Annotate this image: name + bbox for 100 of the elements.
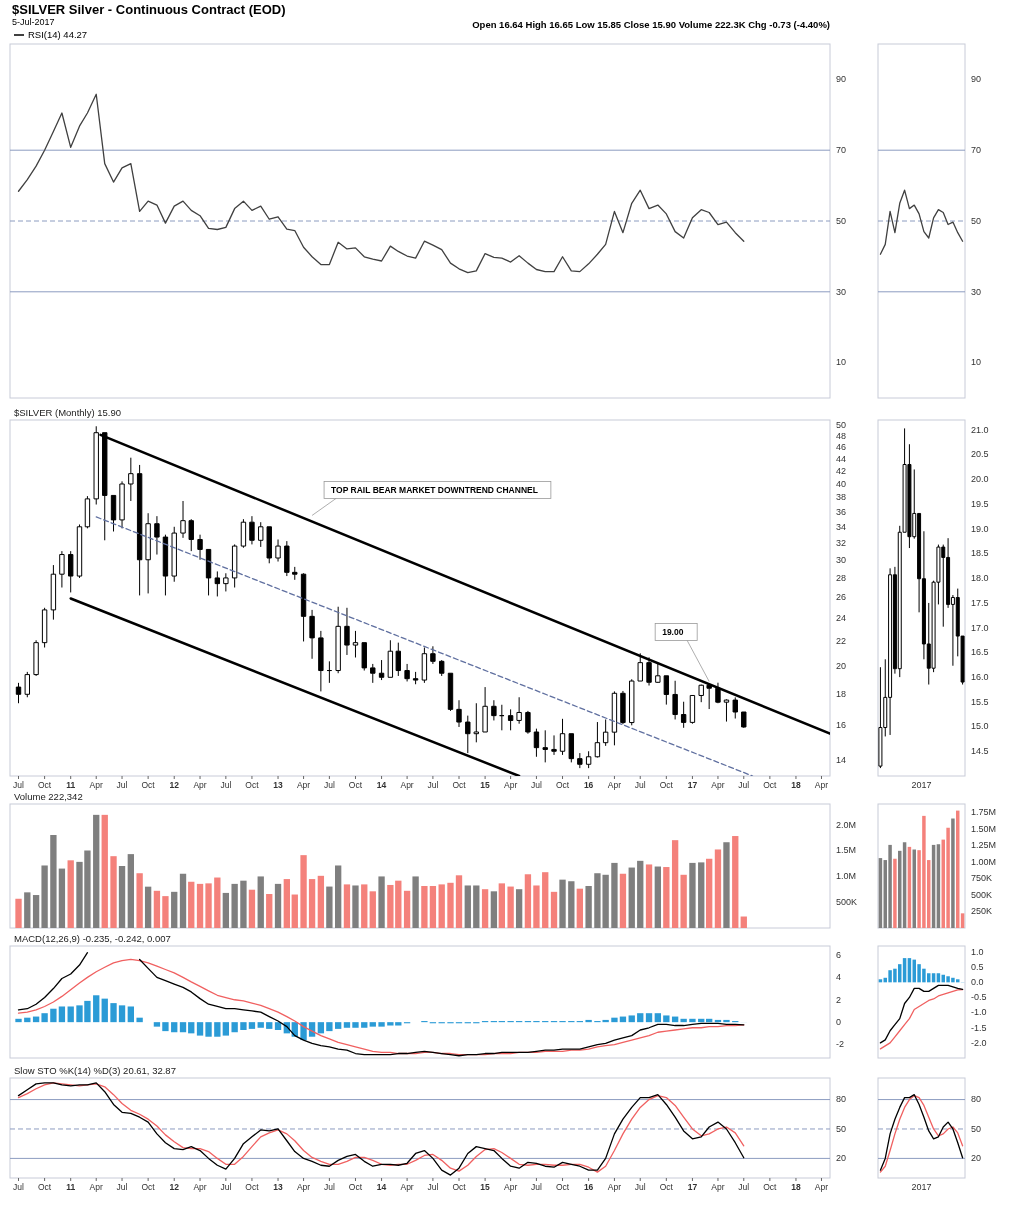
- x-tick-label: Jul: [427, 780, 439, 790]
- bar: [153, 1022, 161, 1027]
- bar: [308, 879, 316, 928]
- y-tick-label: 90: [836, 74, 847, 85]
- bar: [893, 858, 897, 928]
- bar: [118, 1005, 126, 1023]
- line-series: [17, 93, 745, 274]
- bar: [343, 884, 351, 928]
- bar: [490, 891, 498, 928]
- x-tick-label: Oct: [659, 780, 674, 790]
- x-tick-label: 18: [791, 1182, 801, 1192]
- bar: [214, 877, 221, 928]
- x-tick-label: Apr: [607, 780, 622, 790]
- y-tick-label: 18: [836, 689, 847, 700]
- bar: [248, 1022, 256, 1029]
- y-tick-label: 20: [971, 1153, 982, 1164]
- bar: [205, 1022, 212, 1037]
- bar: [118, 866, 126, 928]
- bar: [559, 879, 566, 928]
- y-tick-label: 16.5: [971, 647, 989, 658]
- y-tick-label: 38: [836, 492, 847, 503]
- bar: [946, 827, 950, 928]
- x-tick-label: Jul: [116, 780, 128, 790]
- x-tick-label: 13: [273, 780, 284, 790]
- candlestick: [663, 675, 670, 706]
- candlestick: [284, 540, 290, 577]
- bar: [378, 1022, 385, 1027]
- candlestick: [378, 659, 385, 681]
- y-tick-label: 32: [836, 537, 847, 548]
- bar: [585, 886, 592, 928]
- bar: [127, 1006, 134, 1023]
- bar: [619, 873, 627, 928]
- candlestick: [240, 518, 247, 549]
- y-tick-label: 19.0: [971, 523, 989, 534]
- bar: [196, 883, 204, 928]
- bar: [50, 835, 57, 928]
- x-tick-label: Apr: [89, 1182, 104, 1192]
- bar: [438, 884, 445, 928]
- y-tick-label: 0: [836, 1017, 842, 1028]
- chart-title: $SILVER (Monthly) 15.90: [14, 407, 122, 418]
- bar: [732, 836, 739, 928]
- bar: [498, 883, 505, 928]
- bar: [343, 1022, 351, 1028]
- chart-title: Slow STO %K(14) %D(3) 20.61, 32.87: [14, 1065, 176, 1076]
- candlestick: [335, 606, 341, 674]
- x-tick-label: Apr: [504, 1182, 518, 1192]
- bar: [179, 1022, 187, 1033]
- candlestick: [655, 663, 661, 684]
- x-tick-label: Apr: [193, 1182, 207, 1192]
- y-tick-label: 6: [836, 949, 842, 960]
- candlestick: [275, 538, 281, 563]
- x-tick-label: Apr: [296, 780, 311, 790]
- y-tick-label: 44: [836, 453, 847, 464]
- chart-title: MACD(12,26,9) -0.235, -0.242, 0.007: [14, 933, 171, 944]
- bar: [888, 844, 892, 928]
- y-tick-label: 1.0M: [836, 871, 857, 882]
- bar: [291, 894, 298, 928]
- candlestick: [491, 699, 497, 721]
- candlestick: [292, 566, 298, 581]
- candlestick: [689, 694, 696, 725]
- y-tick-label: 80: [971, 1094, 982, 1105]
- y-tick-label: 250K: [971, 906, 993, 917]
- candlestick: [456, 699, 462, 728]
- candlestick: [41, 607, 48, 649]
- bar: [951, 818, 955, 928]
- y-tick-label: 17.5: [971, 597, 989, 608]
- x-tick-label: Jul: [531, 1182, 542, 1192]
- candlestick: [145, 512, 151, 594]
- legend-label: RSI(14) 44.27: [28, 29, 88, 40]
- y-tick-label: 4: [836, 972, 842, 983]
- y-tick-label: 18.5: [971, 548, 989, 559]
- candlestick: [387, 639, 394, 678]
- x-tick-label: Jul: [220, 1182, 232, 1192]
- y-tick-label: 1.00M: [971, 856, 997, 867]
- y-tick-label: -2: [836, 1039, 845, 1050]
- candlestick: [732, 696, 738, 720]
- bar: [283, 879, 290, 928]
- candlestick: [482, 686, 488, 733]
- bar: [403, 890, 411, 928]
- candlestick: [594, 721, 601, 759]
- candlestick: [24, 671, 30, 698]
- y-tick-label: 0.5: [971, 962, 984, 973]
- bar: [205, 883, 212, 928]
- x-tick-label: Apr: [400, 780, 414, 790]
- candlestick: [637, 652, 643, 682]
- x-tick-label: Jul: [634, 1182, 646, 1192]
- x-tick-label: Oct: [452, 780, 467, 790]
- bar: [352, 885, 359, 928]
- candlestick: [559, 718, 566, 756]
- x-tick-label: Oct: [659, 1182, 674, 1192]
- x-tick-label: Apr: [89, 780, 104, 790]
- bar: [240, 880, 247, 928]
- candlestick: [715, 682, 721, 704]
- bar: [300, 855, 307, 928]
- candlestick: [620, 690, 626, 725]
- x-tick-label: Apr: [193, 780, 207, 790]
- chart-subtitle: 5-Jul-2017: [12, 17, 55, 27]
- candlestick: [516, 696, 522, 725]
- bar: [671, 840, 679, 928]
- y-tick-label: 42: [836, 466, 847, 477]
